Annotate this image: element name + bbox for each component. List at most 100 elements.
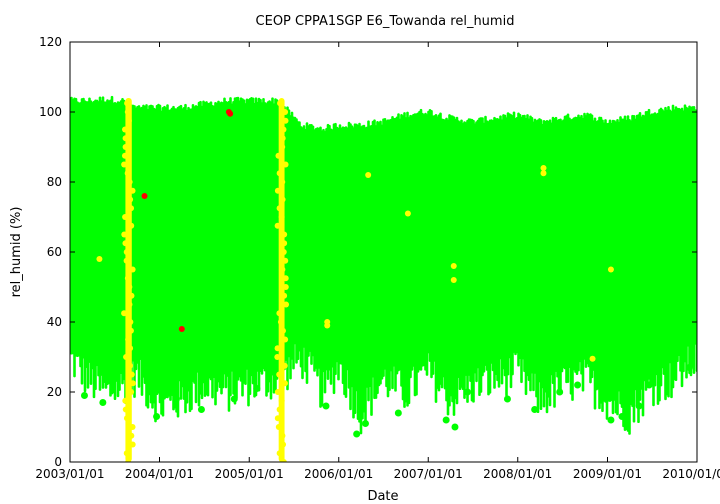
x-tick-label: 2004/01/01	[125, 467, 194, 481]
questionable-period-point	[124, 109, 131, 115]
data-point-questionable	[607, 266, 614, 273]
data-point-good	[531, 406, 539, 413]
series-good	[80, 364, 693, 438]
y-tick-label: 40	[47, 315, 62, 329]
questionable-period-point	[280, 459, 287, 462]
questionable-period-point	[123, 354, 130, 360]
data-point-questionable	[365, 172, 372, 178]
x-tick-label: 2007/01/01	[394, 467, 463, 481]
questionable-period-point	[279, 327, 286, 334]
data-point-questionable	[540, 170, 547, 177]
questionable-period-point	[128, 222, 135, 229]
y-tick-label: 20	[47, 385, 62, 399]
questionable-period-point	[122, 144, 129, 150]
questionable-period-point	[281, 240, 288, 247]
questionable-period-point	[129, 424, 136, 430]
questionable-period-point	[122, 126, 129, 133]
questionable-period-point	[280, 126, 287, 133]
data-point-good	[607, 416, 615, 424]
data-point-good	[503, 395, 511, 403]
series-questionable	[96, 165, 614, 362]
questionable-period-point	[274, 389, 281, 395]
data-point-good	[442, 416, 450, 424]
questionable-period-point	[279, 266, 286, 273]
questionable-period-point	[122, 240, 129, 247]
questionable-period-point	[121, 310, 128, 317]
questionable-period-point	[127, 345, 134, 352]
data-point-good	[645, 381, 653, 389]
data-point-questionable	[589, 355, 596, 362]
y-tick-label: 80	[47, 175, 62, 189]
data-layer	[70, 95, 697, 462]
data-point-bad	[227, 110, 234, 117]
questionable-period-point	[282, 257, 289, 264]
x-tick-label: 2006/01/01	[304, 467, 373, 481]
data-point-good	[685, 364, 693, 371]
questionable-period-point	[126, 284, 133, 290]
data-point-good	[635, 402, 643, 410]
questionable-period-point	[125, 459, 132, 462]
y-tick-label: 0	[54, 455, 62, 469]
questionable-period-point	[124, 100, 131, 107]
questionable-period-point	[280, 441, 287, 448]
questionable-period-point	[279, 179, 286, 185]
data-point-good	[230, 395, 238, 403]
data-point-good	[361, 420, 369, 427]
questionable-period-point	[278, 214, 285, 220]
questionable-period-point	[123, 257, 130, 264]
data-point-good	[574, 381, 582, 389]
questionable-period-point	[280, 249, 287, 255]
data-point-questionable	[450, 263, 457, 269]
questionable-period-point	[123, 450, 130, 457]
questionable-period-point	[276, 310, 283, 317]
data-point-questionable	[324, 322, 331, 329]
questionable-period-point	[282, 275, 289, 282]
questionable-period-point	[274, 222, 281, 229]
questionable-period-point	[128, 432, 135, 439]
questionable-period-point	[128, 205, 135, 212]
questionable-period-point	[122, 214, 129, 220]
data-point-bad	[141, 193, 148, 199]
questionable-period-point	[123, 415, 130, 422]
questionable-period-point	[129, 187, 136, 194]
questionable-period-point	[274, 415, 281, 422]
questionable-period-point	[274, 345, 281, 352]
y-axis: 0 20 40 60 80 100 120	[39, 35, 697, 469]
questionable-period-point	[282, 284, 289, 290]
questionable-period-point	[122, 406, 129, 413]
x-axis: 2003/01/01 2004/01/01 2005/01/01 2006/01/01…	[35, 42, 720, 481]
x-tick-label: 2009/01/01	[573, 467, 642, 481]
questionable-period-point	[126, 301, 133, 308]
questionable-period-point	[274, 354, 281, 360]
x-tick-label: 2008/01/01	[483, 467, 552, 481]
questionable-period-point	[121, 161, 128, 168]
data-point-good	[353, 430, 361, 438]
questionable-period-point	[279, 144, 286, 150]
y-tick-label: 100	[39, 105, 62, 119]
questionable-period-point	[129, 441, 136, 448]
data-point-questionable	[450, 277, 457, 283]
questionable-period-point	[129, 266, 136, 273]
y-axis-label: rel_humid (%)	[9, 207, 24, 298]
questionable-period-point	[127, 196, 134, 203]
data-point-good	[153, 413, 161, 420]
questionable-period-point	[281, 231, 288, 238]
data-point-good	[394, 409, 402, 417]
chart-title: CEOP CPPA1SGP E6_Towanda rel_humid	[256, 14, 515, 29]
data-point-good	[253, 385, 261, 392]
questionable-period-point	[275, 424, 282, 430]
questionable-period-point	[125, 117, 132, 124]
questionable-period-point	[281, 380, 288, 387]
data-point-good	[99, 399, 107, 406]
questionable-period-point	[282, 109, 289, 115]
data-point-good	[172, 395, 180, 403]
questionable-period-point	[122, 397, 129, 404]
data-point-questionable	[96, 256, 103, 262]
questionable-period-point	[123, 249, 130, 255]
x-tick-label: 2003/01/01	[35, 467, 104, 481]
good-band	[70, 95, 697, 435]
questionable-period-point	[276, 205, 283, 212]
x-axis-label: Date	[367, 489, 398, 504]
questionable-period-point	[277, 319, 284, 325]
